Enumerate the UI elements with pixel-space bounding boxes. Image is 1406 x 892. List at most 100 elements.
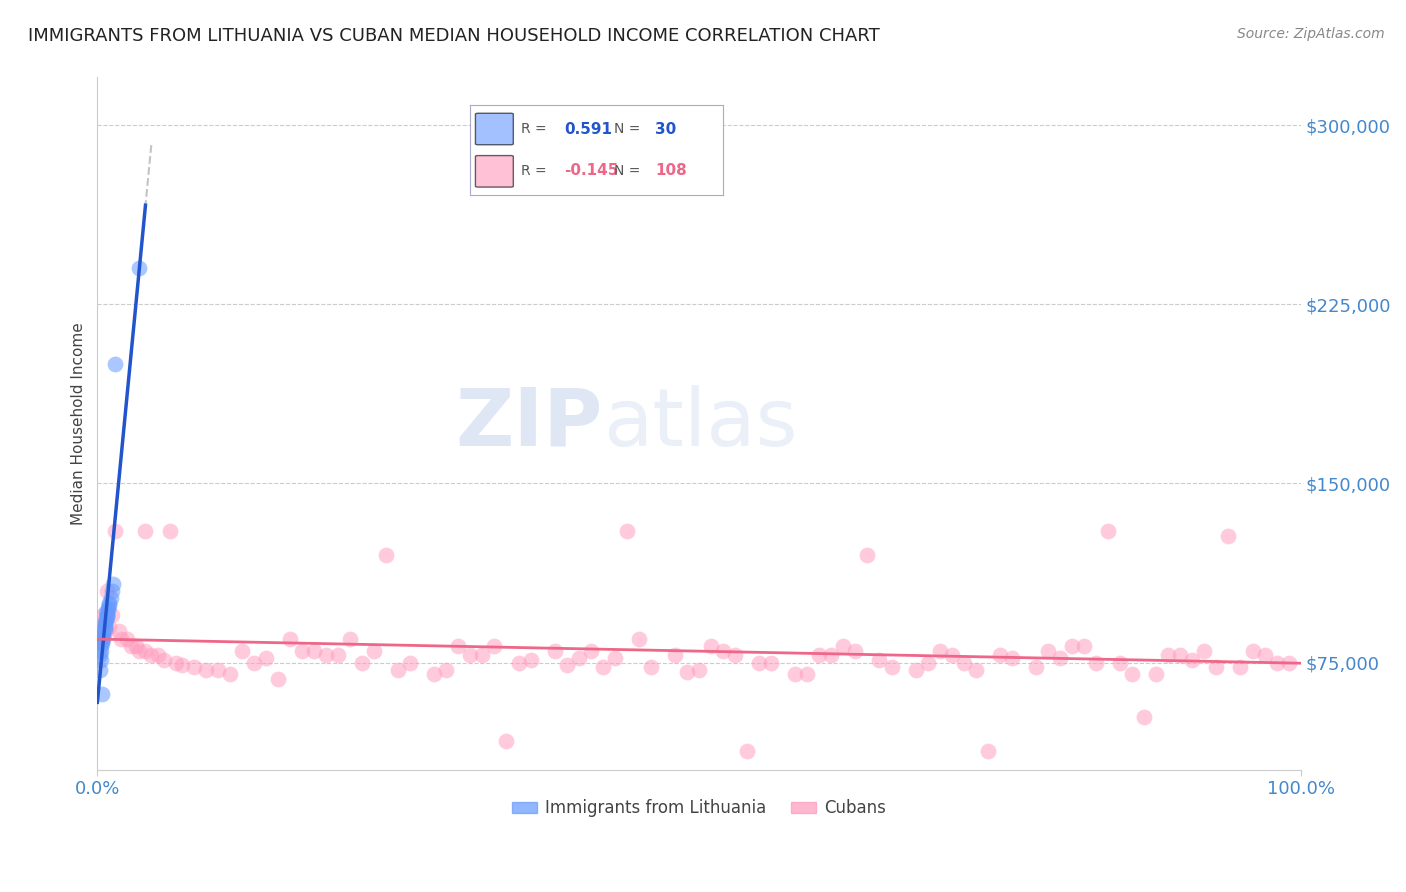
Point	[98, 620, 121, 634]
Point	[711, 643, 734, 657]
Point	[1265, 656, 1288, 670]
Point	[96, 583, 118, 598]
Text: ZIP: ZIP	[456, 384, 603, 463]
Point	[93, 629, 115, 643]
Point	[676, 665, 699, 679]
Point	[267, 672, 290, 686]
Point	[796, 667, 818, 681]
Point	[904, 663, 927, 677]
Point	[1049, 650, 1071, 665]
Point	[89, 663, 111, 677]
Point	[302, 643, 325, 657]
Point	[1181, 653, 1204, 667]
Point	[96, 607, 118, 622]
Point	[423, 667, 446, 681]
Point	[91, 687, 114, 701]
Point	[965, 663, 987, 677]
Point	[146, 648, 169, 663]
Point	[1133, 710, 1156, 724]
Point	[97, 600, 120, 615]
Point	[1229, 660, 1251, 674]
Point	[94, 606, 117, 620]
Point	[128, 643, 150, 657]
Point	[519, 653, 541, 667]
Point	[98, 596, 121, 610]
Point	[1253, 648, 1275, 663]
Point	[664, 648, 686, 663]
Point	[592, 660, 614, 674]
Point	[724, 648, 747, 663]
Point	[91, 615, 114, 629]
Point	[1157, 648, 1180, 663]
Text: atlas: atlas	[603, 384, 797, 463]
Legend: Immigrants from Lithuania, Cubans: Immigrants from Lithuania, Cubans	[505, 793, 893, 824]
Point	[110, 632, 132, 646]
Point	[93, 617, 115, 632]
Point	[90, 643, 112, 657]
Point	[820, 648, 842, 663]
Point	[93, 620, 115, 634]
Point	[278, 632, 301, 646]
Point	[165, 656, 187, 670]
Point	[242, 656, 264, 670]
Point	[460, 648, 482, 663]
Point	[98, 598, 121, 612]
Point	[688, 663, 710, 677]
Point	[91, 636, 114, 650]
Point	[101, 583, 124, 598]
Point	[856, 548, 879, 562]
Point	[89, 648, 111, 663]
Point	[170, 657, 193, 672]
Point	[90, 639, 112, 653]
Point	[1109, 656, 1132, 670]
Point	[183, 660, 205, 674]
Point	[91, 634, 114, 648]
Point	[495, 734, 517, 748]
Point	[1097, 524, 1119, 538]
Point	[508, 656, 530, 670]
Point	[194, 663, 217, 677]
Point	[880, 660, 903, 674]
Point	[1073, 639, 1095, 653]
Point	[93, 607, 115, 622]
Point	[96, 607, 118, 622]
Point	[159, 524, 181, 538]
Point	[97, 603, 120, 617]
Point	[555, 657, 578, 672]
Point	[1001, 650, 1024, 665]
Point	[1194, 643, 1216, 657]
Point	[93, 627, 115, 641]
Point	[100, 591, 122, 605]
Point	[120, 639, 142, 653]
Point	[352, 656, 374, 670]
Point	[125, 639, 148, 653]
Text: Source: ZipAtlas.com: Source: ZipAtlas.com	[1237, 27, 1385, 41]
Point	[928, 643, 950, 657]
Point	[447, 639, 470, 653]
Y-axis label: Median Household Income: Median Household Income	[72, 322, 86, 525]
Point	[484, 639, 506, 653]
Point	[375, 548, 398, 562]
Point	[471, 648, 494, 663]
Point	[94, 624, 117, 639]
Point	[1025, 660, 1047, 674]
Point	[291, 643, 314, 657]
Point	[94, 613, 117, 627]
Point	[104, 524, 127, 538]
Text: IMMIGRANTS FROM LITHUANIA VS CUBAN MEDIAN HOUSEHOLD INCOME CORRELATION CHART: IMMIGRANTS FROM LITHUANIA VS CUBAN MEDIA…	[28, 27, 880, 45]
Point	[1085, 656, 1108, 670]
Point	[96, 610, 118, 624]
Point	[1241, 643, 1264, 657]
Point	[1036, 643, 1059, 657]
Point	[579, 643, 602, 657]
Point	[1144, 667, 1167, 681]
Point	[640, 660, 662, 674]
Point	[748, 656, 770, 670]
Point	[627, 632, 650, 646]
Point	[231, 643, 253, 657]
Point	[1121, 667, 1143, 681]
Point	[93, 622, 115, 636]
Point	[1168, 648, 1191, 663]
Point	[869, 653, 891, 667]
Point	[977, 744, 1000, 758]
